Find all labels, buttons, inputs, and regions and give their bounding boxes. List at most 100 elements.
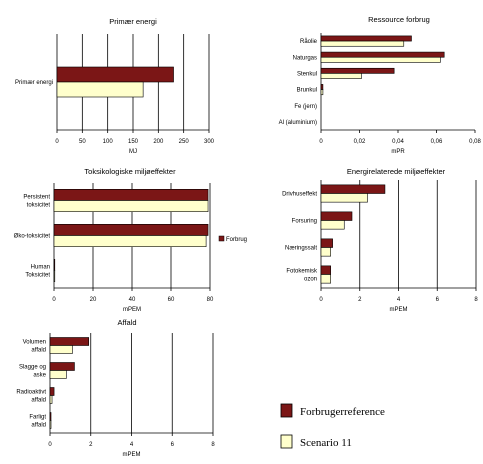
x-tick-label: 60 [168, 297, 175, 303]
category-label: Fe (jern) [294, 104, 317, 110]
legend-label-forbrug: Forbrug [226, 237, 247, 243]
category-label: Brunkul [297, 88, 317, 94]
category-label: Næringssalt [285, 246, 317, 252]
x-tick-label: 2 [358, 297, 362, 303]
chart-panel-2: Toksikologiske miljøeffekter 0 20 40 60 80 mPE… [14, 167, 247, 313]
x-tick-label: 250 [179, 139, 190, 145]
bar-reference [49, 362, 75, 371]
x-tick-label: 8 [474, 297, 478, 303]
chart-title: Ressource forbrug [368, 15, 430, 24]
bar-reference [320, 184, 386, 194]
x-tick-label: 200 [153, 139, 164, 145]
bar-reference [53, 224, 209, 236]
bar-reference [320, 35, 412, 42]
bar-scenario [56, 81, 144, 98]
x-tick-label: 0 [48, 442, 52, 448]
x-tick-label: 4 [130, 442, 134, 448]
bar-reference [49, 337, 90, 346]
x-tick-label: 6 [436, 297, 440, 303]
bar-reference [320, 67, 395, 74]
x-tick-label: 40 [129, 297, 136, 303]
x-axis-label: MJ [129, 149, 137, 155]
x-tick-label: 300 [204, 139, 215, 145]
x-tick-label: 100 [103, 139, 114, 145]
bar-scenario [49, 370, 67, 379]
bar-scenario [53, 200, 209, 212]
x-tick-label: 8 [211, 442, 215, 448]
bar-scenario [320, 247, 331, 257]
x-tick-label: 50 [79, 139, 86, 145]
bar-scenario [49, 395, 53, 404]
chart-title: Primær energi [109, 17, 157, 26]
category-label: Slagge og aske [19, 365, 47, 379]
bar-scenario [320, 56, 441, 63]
x-tick-label: 0,08 [469, 139, 481, 145]
x-tick-label: 20 [90, 297, 97, 303]
x-tick-label: 4 [397, 297, 401, 303]
legend-swatch-forbrug [218, 235, 225, 242]
category-label: Stenkul [297, 71, 317, 77]
x-tick-label: 2 [89, 442, 93, 448]
bar-scenario [320, 274, 331, 284]
bar-reference [53, 189, 209, 201]
bar-scenario [49, 345, 73, 354]
bar-reference [320, 211, 353, 221]
x-axis-label: mPEM [390, 307, 408, 313]
legend-label-scenario: Scenario 11 [300, 437, 352, 449]
category-label: Persistent toksicitet [23, 195, 50, 209]
x-tick-label: 0,06 [431, 139, 443, 145]
chart-panel-3: Energirelaterede miljøeffekter 0 2 4 6 8 mPEM D… [282, 167, 478, 313]
x-axis-label: mPEM [123, 307, 141, 313]
x-tick-label: 0 [319, 297, 323, 303]
category-label: Volumen affald [23, 340, 46, 354]
chart-title: Toksikologiske miljøeffekter [84, 167, 176, 176]
chart-panel-0: Primær energi 0 50 100 150 200 250 300 MJ Primær … [15, 17, 215, 155]
bar-scenario [53, 270, 56, 282]
category-label: Øko-toksicitet [14, 234, 51, 240]
bar-reference [49, 387, 55, 396]
chart-panel-1: Ressource forbrug 0 0,02 0,04 0,06 0,08 mPR Råo… [279, 15, 482, 155]
legend-label-reference: Forbrugerreference [300, 406, 385, 418]
chart-title: Affald [117, 318, 136, 327]
x-axis-label: mPR [391, 149, 405, 155]
bar-reference [320, 84, 324, 90]
category-label: Al (aluminium) [279, 120, 317, 126]
x-tick-label: 150 [128, 139, 139, 145]
bar-reference [320, 238, 333, 248]
chart-panel-4: Affald 0 2 4 6 8 mPEM Volumen affald Slagge og ask… [16, 318, 215, 458]
x-tick-label: 80 [207, 297, 214, 303]
category-label: Drivhuseffekt [282, 192, 317, 198]
bar-reference [320, 265, 331, 275]
x-axis-label: mPEM [123, 452, 141, 458]
bar-scenario [320, 220, 345, 230]
legend-swatch-reference [280, 403, 293, 418]
category-label: Farligt affald [29, 415, 46, 429]
x-tick-label: 0,02 [354, 139, 366, 145]
bar-scenario [53, 235, 207, 247]
category-label: Fotokemisk ozon [286, 269, 318, 283]
x-tick-label: 0,04 [392, 139, 404, 145]
x-tick-label: 0 [55, 139, 59, 145]
bar-reference [56, 66, 174, 83]
category-label: Råolie [300, 38, 318, 45]
bar-scenario [49, 420, 52, 429]
bar-scenario [320, 73, 362, 79]
category-label: Primær energi [15, 80, 53, 86]
main-legend: Forbrugerreference Scenario 11 [280, 403, 385, 449]
x-tick-label: 0 [319, 139, 323, 145]
category-label: Radioaktivt affald [16, 390, 46, 404]
bar-reference [320, 51, 445, 58]
x-tick-label: 0 [52, 297, 56, 303]
category-label: Forsuring [292, 219, 317, 225]
category-label: Human Toksicitet [25, 265, 50, 279]
bar-reference [49, 412, 52, 421]
bar-scenario [320, 193, 368, 203]
category-label: Naturgas [293, 55, 317, 61]
legend-swatch-scenario [280, 434, 293, 449]
bar-reference [53, 258, 56, 271]
bar-scenario [320, 40, 405, 47]
x-tick-label: 6 [171, 442, 175, 448]
chart-title: Energirelaterede miljøeffekter [347, 167, 446, 176]
bar-scenario [320, 89, 324, 96]
